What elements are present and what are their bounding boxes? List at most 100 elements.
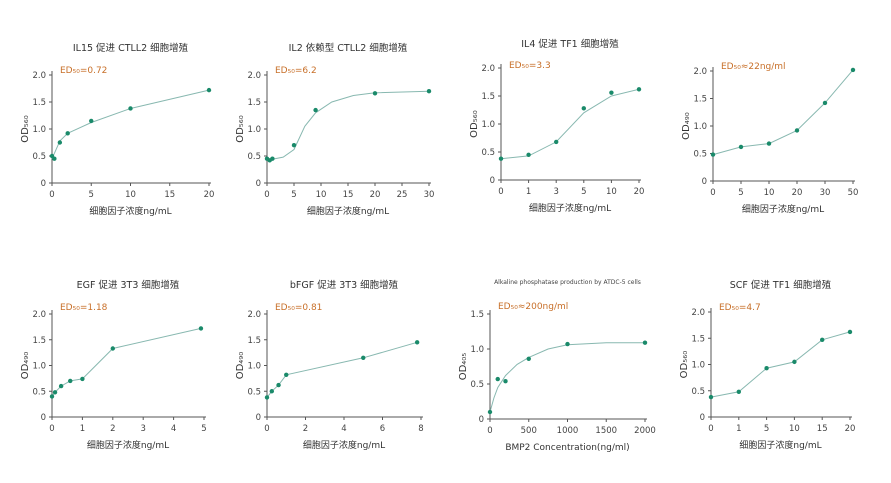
data-point [313,107,318,113]
data-point [792,359,797,365]
data-point [372,91,378,96]
y-tick-label: 1.0 [247,125,261,135]
x-tick-label: 2000 [634,426,656,436]
y-tick-label: 0.5 [32,152,46,162]
x-tick-label: 30 [424,190,435,200]
x-tick-label: 1 [80,424,85,434]
y-tick-label: 1.0 [247,362,261,372]
chart-title: SCF 促进 TF1 细胞增殖 [730,279,832,291]
x-axis-label: 细胞因子浓度ng/mL [529,202,611,214]
x-tick-label: 5 [89,190,94,200]
y-tick-label: 1.5 [693,95,707,105]
y-tick-label: 2.0 [247,310,261,320]
x-tick-label: 0 [264,424,269,434]
y-tick-label: 1.0 [691,361,705,371]
x-tick-label: 20 [634,187,645,197]
y-tick-label: 0.5 [481,148,495,158]
data-point [794,128,800,133]
y-tick-label: 1.0 [481,120,495,130]
data-point [269,389,275,394]
il2-chart: IL2 依赖型 CTLL2 细胞增殖 ED₅₀=6.2 0 0.5 1.0 1.5 2.0 0… [235,42,435,217]
data-point [565,341,570,347]
data-point [526,356,531,361]
data-point [110,346,116,351]
y-axis-label: OD₄₉₀ [235,352,246,380]
data-point [503,379,508,384]
ed50-label: ED₅₀=3.3 [509,61,551,71]
x-axis-label: 细胞因子浓度ng/mL [303,439,385,451]
fit-curve [500,88,640,160]
data-point [822,100,828,106]
data-point [581,106,586,111]
x-tick-label: 15 [164,190,175,200]
data-point [736,389,741,394]
egf-panel: 重组人 EGF EGF 促进 3T3 细胞增殖 ED₅₀=1.18 0 0.5 1.0 1… [20,251,239,483]
il4-panel: 重组人 IL4 IL4 促进 TF1 细胞增殖 ED₅₀=3.3 0 0.5 1.0 1.… [461,10,679,242]
il15-panel: 重组人 IL15 IL15 促进 CTLL2 细胞增殖 ED₅₀=0.72 0 0.5… [20,12,239,244]
x-tick-label: 50 [848,188,859,198]
banner: 重组人 EGF [35,252,121,270]
bmp2-panel: 重组人 BMP2 Alkaline phosphatase production… [458,251,676,483]
data-point [57,140,63,145]
ed50-label: ED₅₀≈200ng/ml [498,302,568,312]
y-tick-label: 1.5 [32,98,46,108]
fibronectin-panel: 重组人 Fibronectin ED₅₀≈22ng/ml 0 0.5 1.0 1.5 2.… [675,10,891,242]
x-tick-label: 5 [201,424,206,434]
y-tick-label: 1.5 [691,334,705,344]
data-point [52,390,58,395]
fit-curve [712,69,854,156]
y-tick-label: 2.0 [691,308,705,318]
data-point [49,394,55,399]
x-tick-label: 3 [553,187,558,197]
x-tick-label: 1 [526,187,531,197]
data-point [68,378,73,384]
x-tick-label: 0 [498,187,503,197]
data-point [128,106,133,111]
fit-curve [489,342,645,413]
il2-panel: 重组人 IL2 IL2 依赖型 CTLL2 细胞增殖 ED₅₀=6.2 0 0.5 1.… [235,12,453,244]
x-tick-label: 5 [738,188,743,198]
data-point [426,89,432,94]
bmp2-chart: Alkaline phosphatase production by ATDC-… [458,279,656,453]
data-point [847,329,853,335]
chart-title: bFGF 促进 3T3 细胞增殖 [290,279,399,291]
ed50-label: ED₅₀≈22ng/ml [721,62,786,72]
y-axis-label: OD₅₆₀ [20,115,31,143]
data-point [65,131,70,136]
ed50-label: ED₅₀=0.72 [60,66,107,76]
x-tick-label: 500 [521,426,537,436]
y-tick-label: 2.0 [481,64,495,74]
data-point [361,355,366,360]
data-point [850,67,856,73]
x-tick-label: 10 [789,424,800,434]
ed50-label: ED₅₀=0.81 [275,303,322,313]
fit-curve [51,327,202,397]
x-tick-label: 10 [764,188,775,198]
data-point [526,152,531,157]
banner: 重组人 Fibronectin [689,11,838,29]
chart-title: IL4 促进 TF1 细胞增殖 [521,38,619,50]
x-tick-label: 30 [820,188,831,198]
data-point [636,87,642,92]
x-axis-label: 细胞因子浓度ng/mL [89,205,171,217]
x-tick-label: 1 [736,424,741,434]
data-point [58,383,64,389]
x-tick-label: 8 [418,424,423,434]
data-point [284,372,289,377]
x-tick-label: 20 [204,190,215,200]
y-tick-label: 1.5 [247,336,261,346]
x-axis-label: BMP2 Concentration(ng/ml) [505,443,629,453]
y-tick-label: 0 [490,176,495,186]
y-tick-label: 0 [700,413,705,423]
data-point [609,90,614,95]
x-tick-label: 15 [817,424,828,434]
ed50-label: ED₅₀=6.2 [275,66,317,76]
data-point [495,376,500,382]
y-axis-label: OD₅₆₀ [235,115,246,143]
y-tick-label: 1.0 [470,345,484,355]
y-tick-label: 2.0 [247,71,261,81]
x-tick-label: 5 [764,424,769,434]
x-tick-label: 10 [316,190,327,200]
data-point [554,139,559,145]
y-tick-label: 1.0 [32,362,46,372]
